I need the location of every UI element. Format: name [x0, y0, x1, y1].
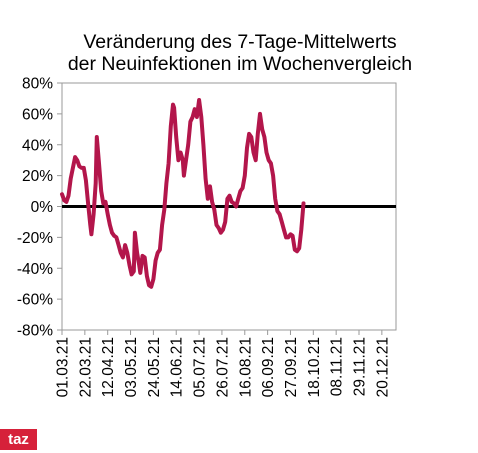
y-tick-label: 0% — [31, 199, 54, 216]
x-tick-label: 01.03.21 — [55, 337, 72, 397]
y-tick-label: 40% — [22, 137, 53, 154]
x-tick-label: 29.11.21 — [352, 337, 369, 396]
x-tick-label: 16.08.21 — [237, 337, 254, 397]
y-tick-label: 20% — [22, 168, 53, 185]
x-tick-label: 24.05.21 — [146, 337, 163, 397]
x-tick-label: 20.12.21 — [374, 337, 391, 397]
y-tick-label: -20% — [17, 230, 53, 247]
y-tick-label: -60% — [17, 292, 53, 309]
y-tick-label: 60% — [22, 106, 53, 123]
x-tick-label: 26.07.21 — [214, 337, 231, 397]
x-tick-label: 12.04.21 — [100, 337, 117, 397]
x-tick-label: 14.06.21 — [169, 337, 186, 397]
y-axis: 80% 60% 40% 20% 0% -20% -40% -60% -80% — [17, 76, 62, 340]
y-tick-label: -80% — [17, 323, 53, 340]
x-tick-label: 06.09.21 — [260, 337, 277, 397]
x-axis: 01.03.21 22.03.21 12.04.21 03.05.21 24.05.21… — [55, 330, 391, 397]
x-tick-label: 27.09.21 — [283, 337, 300, 397]
y-tick-label: -40% — [17, 261, 53, 278]
series-line — [60, 98, 306, 289]
y-tick-label: 80% — [22, 76, 53, 93]
chart-title-line-2: der Neuinfektionen im Wochenvergleich — [68, 53, 412, 75]
x-tick-label: 08.11.21 — [329, 337, 346, 396]
x-tick-label: 05.07.21 — [192, 337, 209, 397]
chart-title-line-1: Veränderung des 7-Tage-Mittelwerts — [83, 31, 396, 53]
x-tick-label: 03.05.21 — [123, 337, 140, 397]
x-tick-label: 18.10.21 — [306, 337, 323, 397]
x-tick-label: 22.03.21 — [77, 337, 94, 397]
taz-logo: taz — [0, 429, 37, 450]
